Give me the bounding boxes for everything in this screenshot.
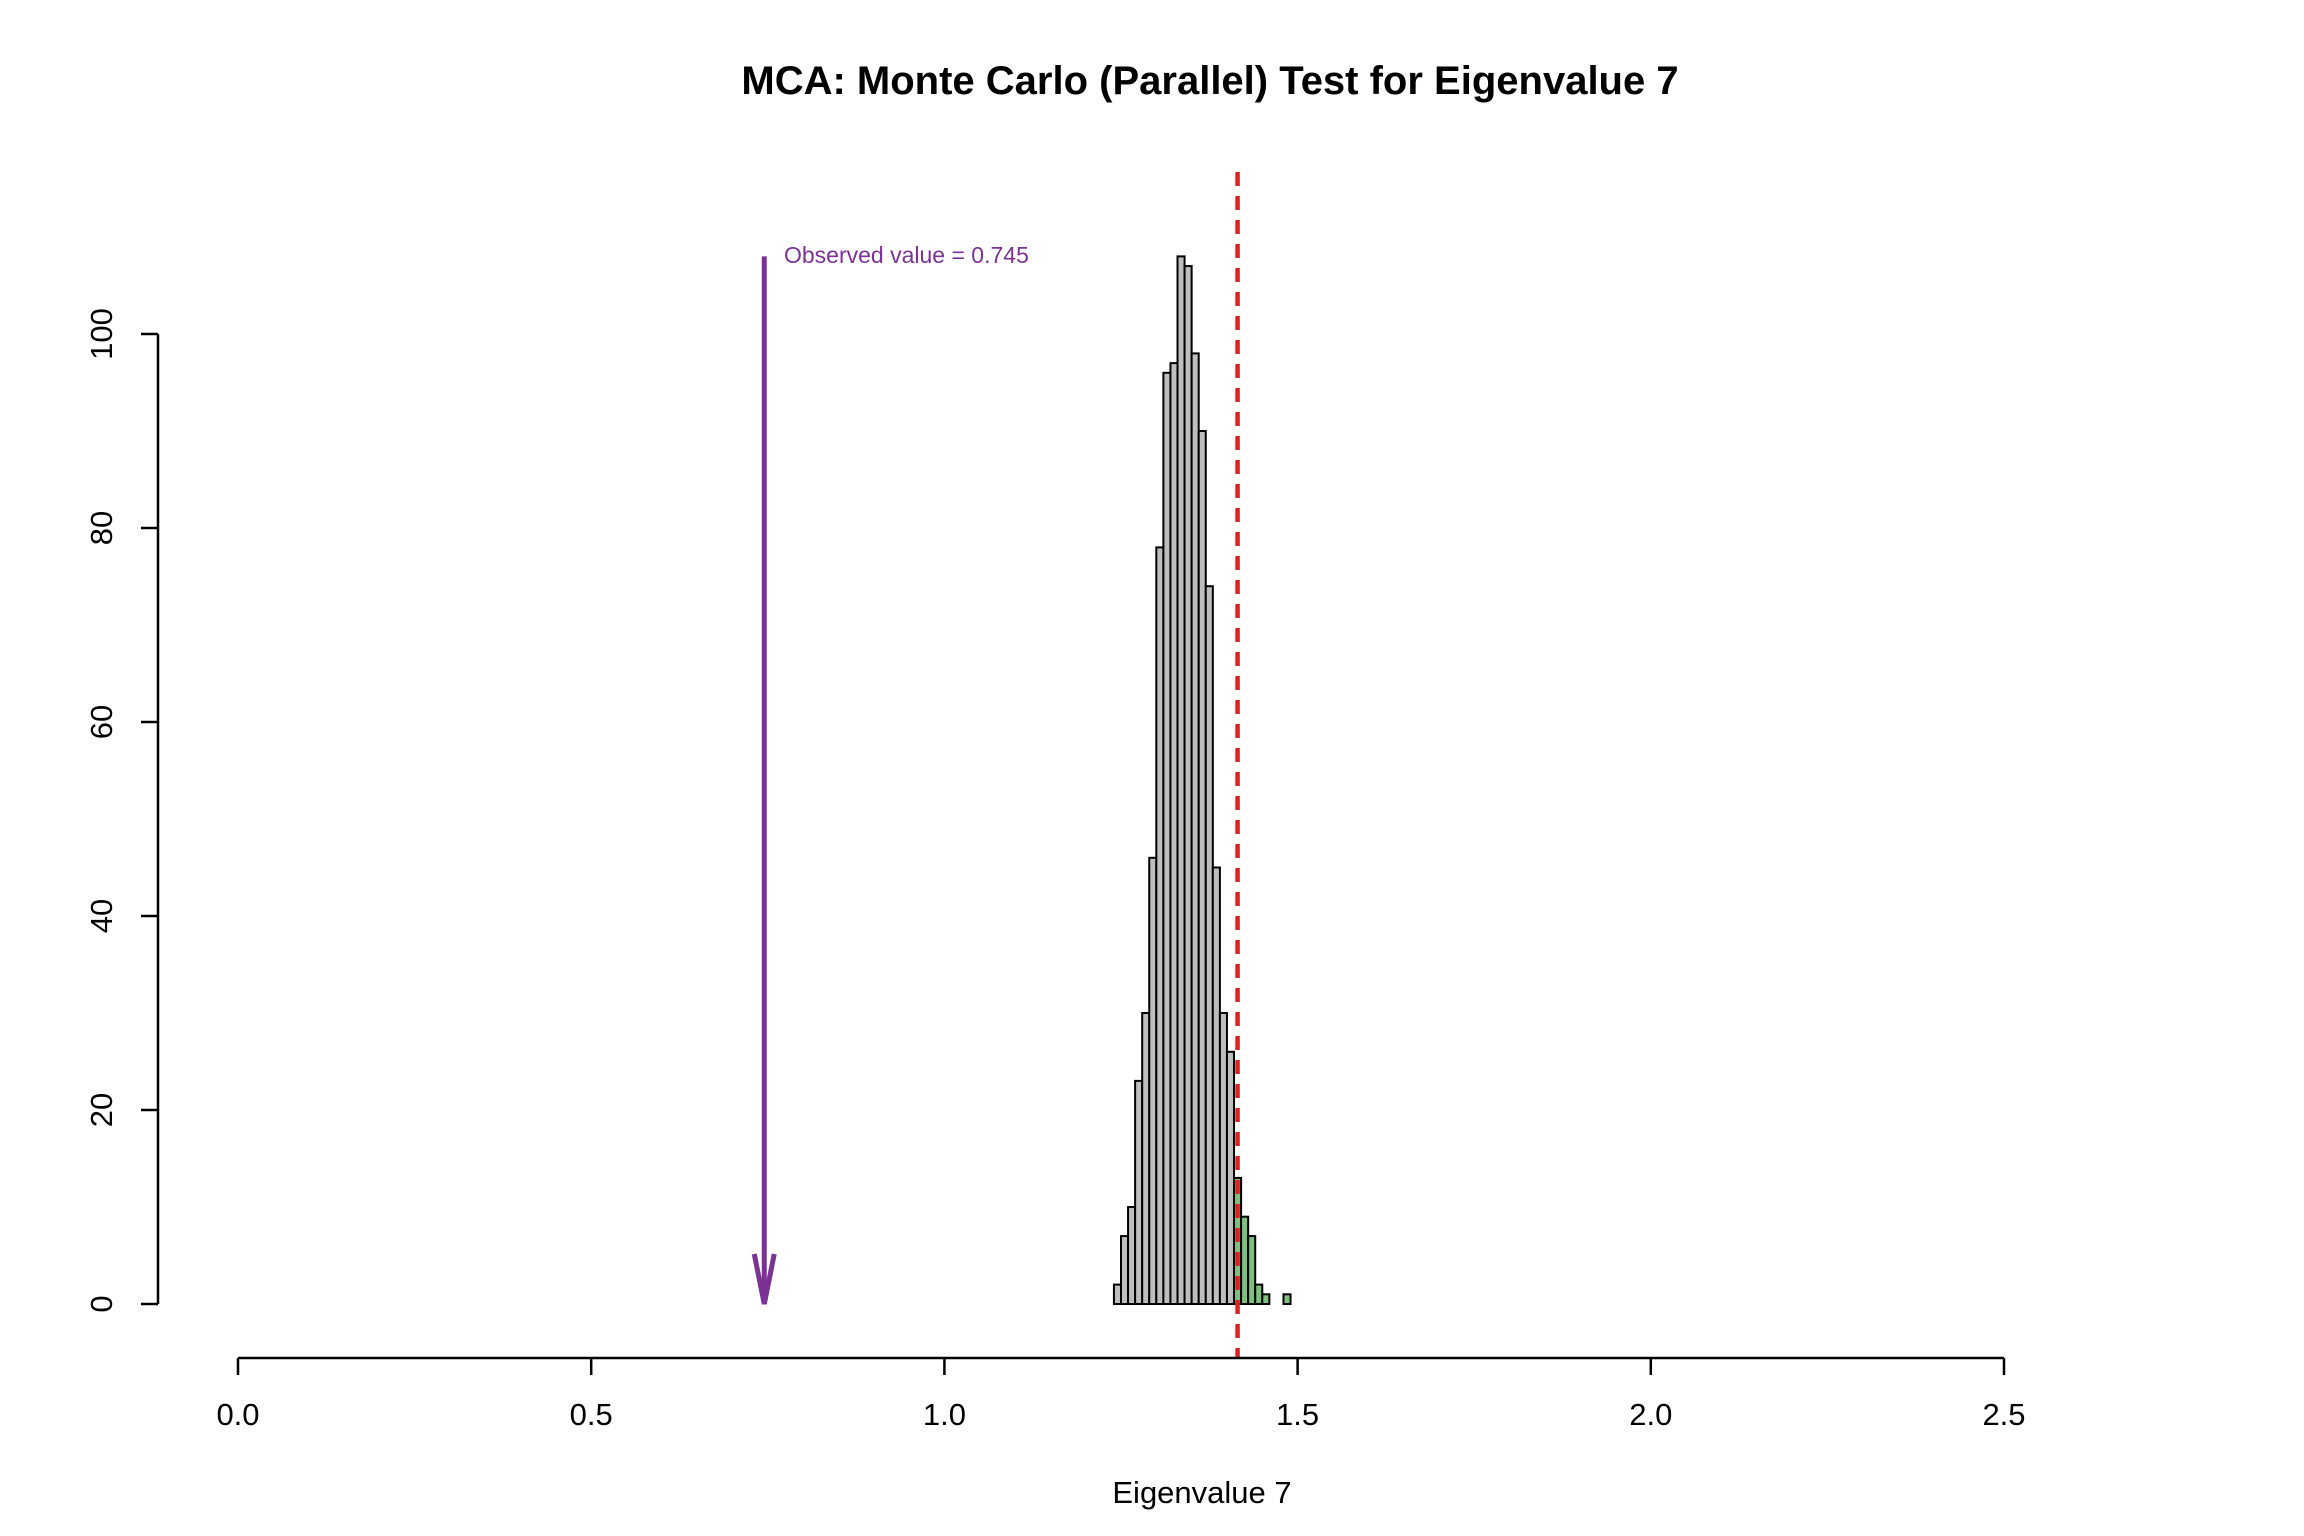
y-axis: 0 20 40 60 80 100	[84, 308, 160, 1313]
histogram-bar	[1148, 856, 1158, 1305]
x-tick-label: 2.5	[1982, 1397, 2025, 1432]
histogram-bar	[1141, 1012, 1151, 1305]
histogram-bar	[1176, 255, 1186, 1305]
histogram-bar	[1240, 1215, 1250, 1305]
histogram-bar	[1155, 546, 1165, 1305]
histogram-bar	[1190, 352, 1200, 1305]
observed-layer: Observed value = 0.745	[751, 242, 1029, 1305]
histogram-bar	[1282, 1293, 1292, 1306]
histogram-bar	[1169, 362, 1179, 1306]
x-tick-label: 1.0	[923, 1397, 966, 1432]
x-tick-label: 0.0	[216, 1397, 259, 1432]
histogram-bar	[1134, 1079, 1144, 1306]
y-tick-label: 20	[84, 1093, 119, 1127]
observed-value-label: Observed value = 0.745	[784, 242, 1029, 268]
histogram-bar	[1120, 1235, 1130, 1305]
histogram-bar	[1162, 371, 1172, 1305]
y-tick-label: 100	[84, 308, 119, 360]
x-axis: 0.0 0.5 1.0 1.5 2.0 2.5	[216, 1356, 2026, 1432]
observed-arrow-head	[751, 1253, 777, 1305]
x-axis-label: Eigenvalue 7	[1112, 1475, 1291, 1510]
histogram-bars	[1112, 255, 1292, 1306]
y-tick-label: 40	[84, 899, 119, 933]
chart-title: MCA: Monte Carlo (Parallel) Test for Eig…	[741, 59, 1678, 103]
y-tick-label: 60	[84, 705, 119, 739]
histogram-bar	[1218, 1012, 1228, 1305]
histogram-bar	[1254, 1283, 1264, 1305]
x-tick-label: 2.0	[1629, 1397, 1672, 1432]
histogram-bar	[1225, 1050, 1236, 1306]
y-tick-label: 80	[84, 511, 119, 545]
y-tick-label: 0	[84, 1295, 119, 1312]
histogram-bar	[1183, 265, 1193, 1306]
histogram-bar	[1211, 866, 1221, 1305]
histogram-bar	[1112, 1283, 1123, 1305]
histogram-bar	[1204, 585, 1214, 1305]
histogram-bar	[1197, 430, 1207, 1305]
histogram-bar	[1247, 1235, 1257, 1305]
x-tick-label: 1.5	[1276, 1397, 1319, 1432]
histogram-bar	[1261, 1293, 1271, 1306]
histogram-bar	[1127, 1206, 1137, 1305]
x-tick-label: 0.5	[570, 1397, 613, 1432]
